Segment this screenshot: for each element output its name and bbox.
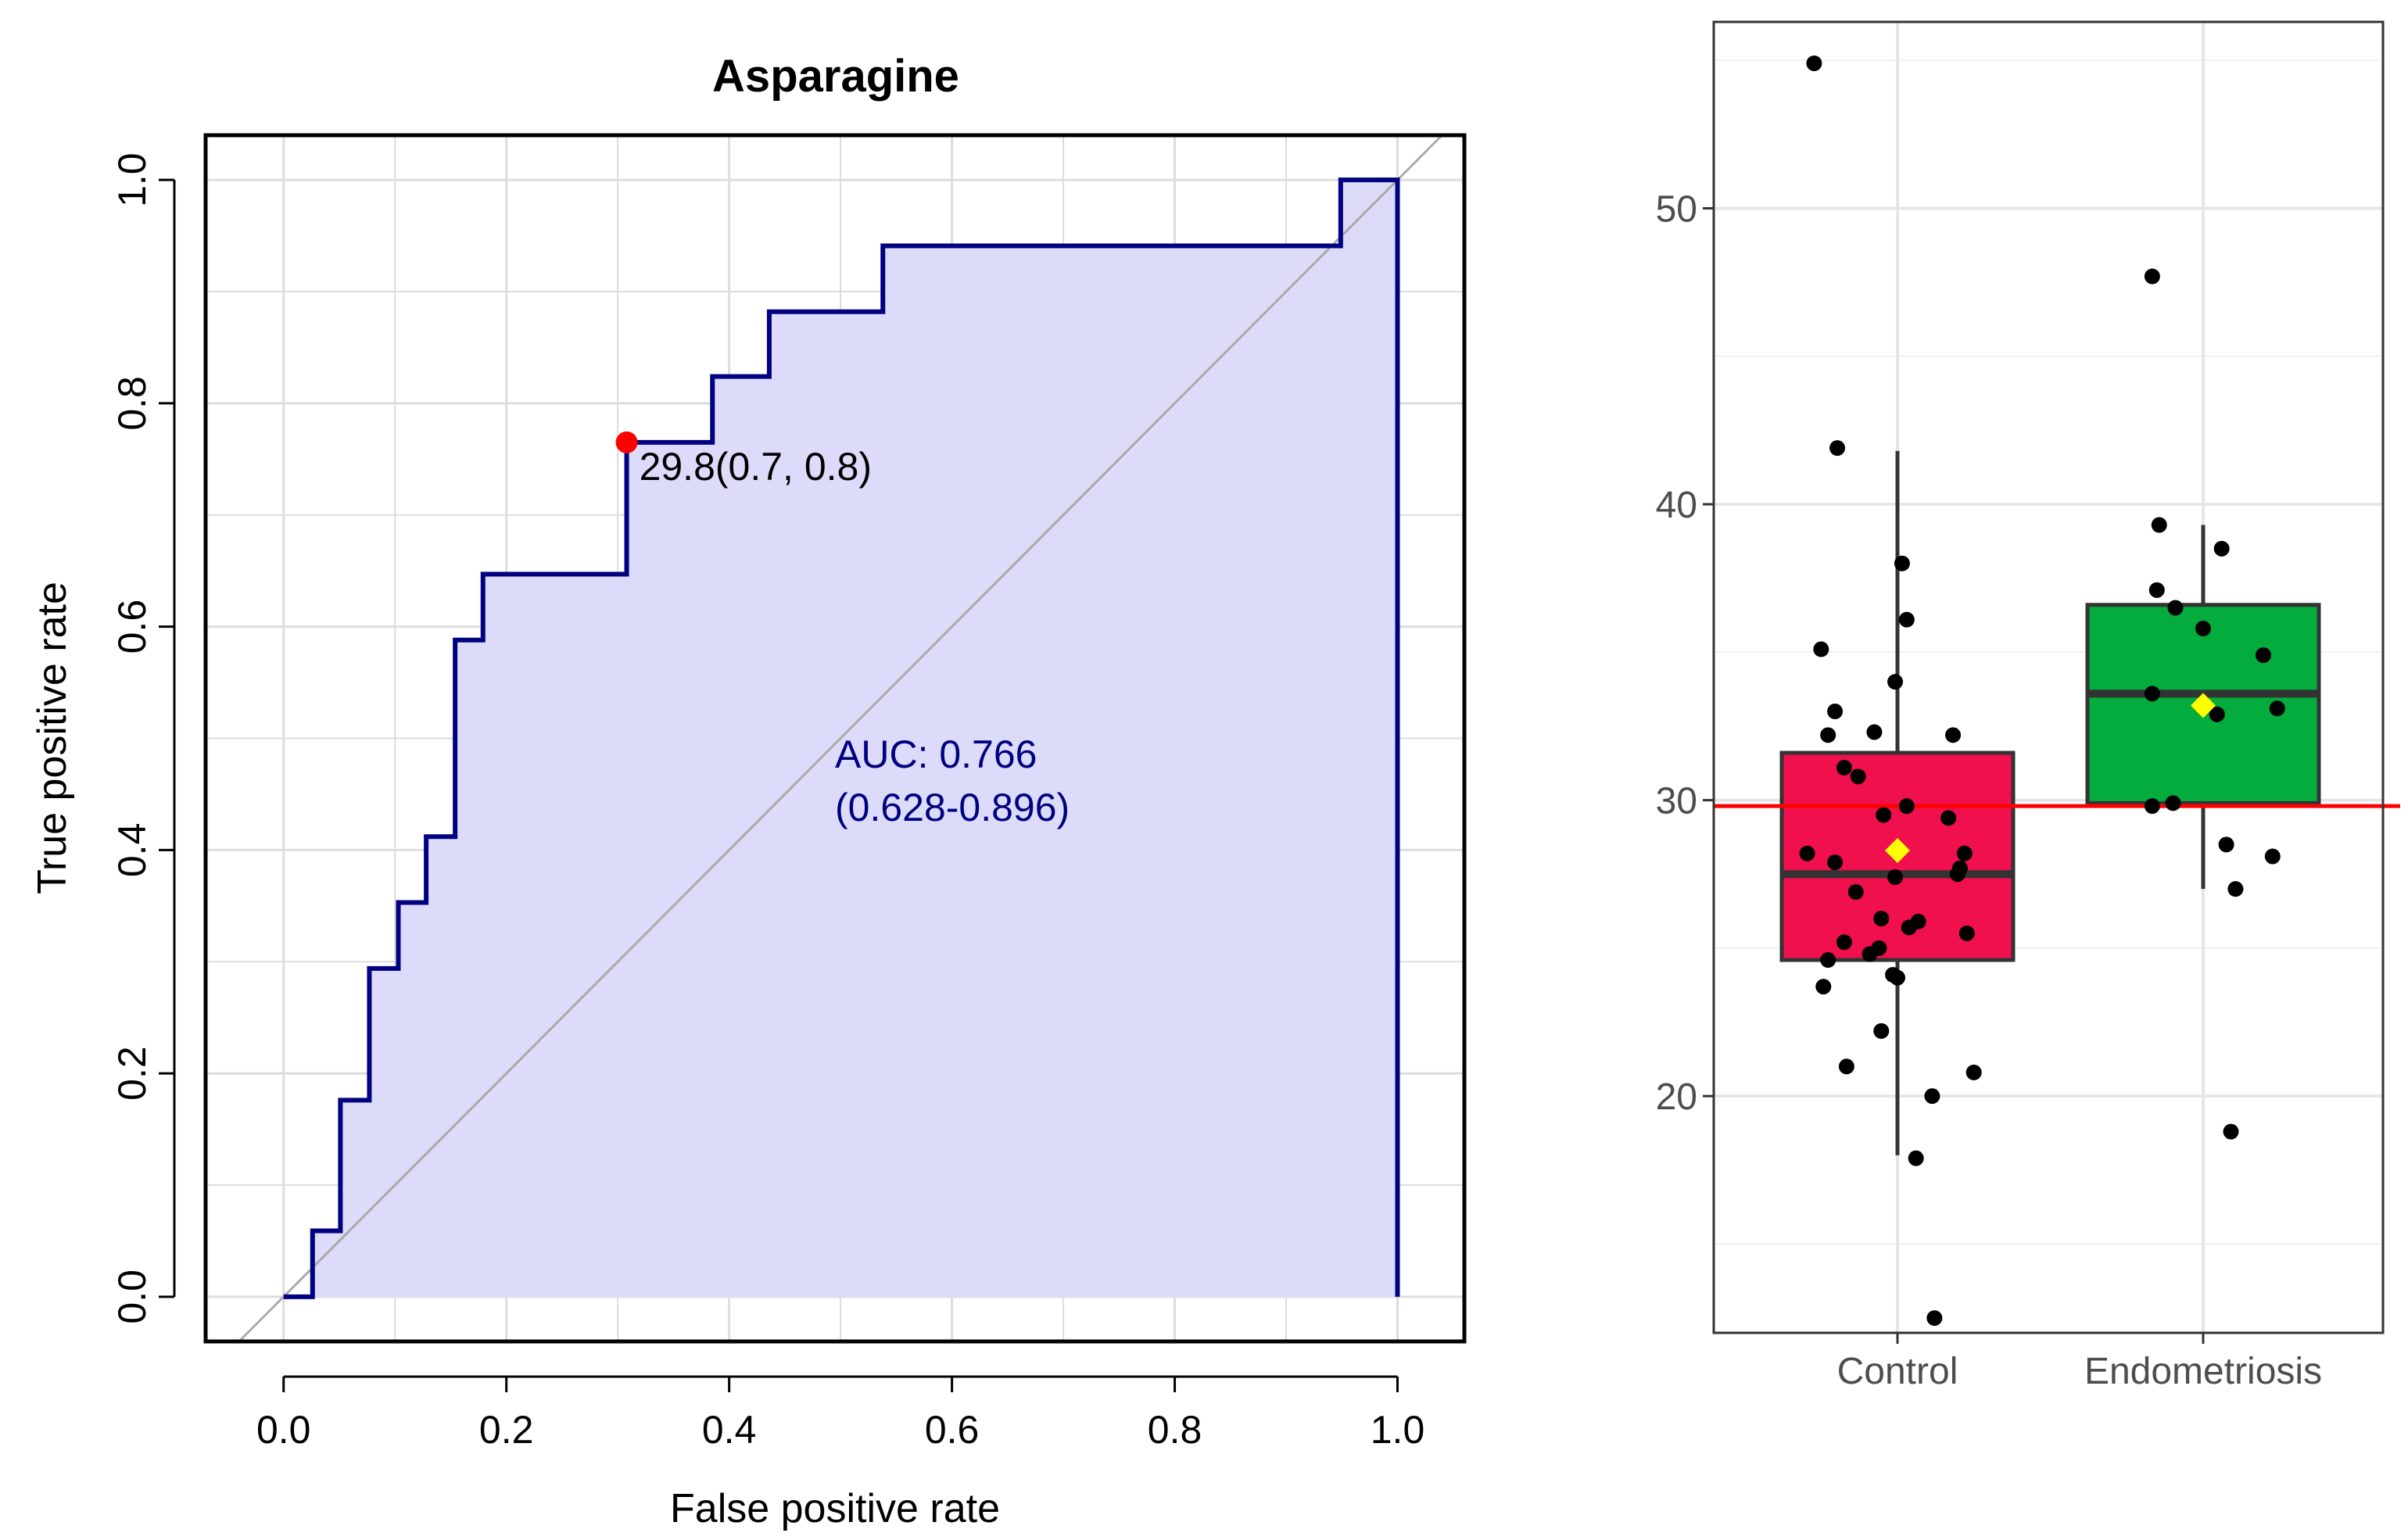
data-point: [1894, 555, 1910, 571]
data-point: [1887, 674, 1904, 690]
data-point: [2167, 600, 2184, 616]
data-point: [1866, 724, 1883, 740]
jitter-points: [1799, 55, 2285, 1327]
data-point: [2144, 686, 2160, 702]
box-plot-frame: [1712, 20, 2385, 1334]
data-point: [2195, 621, 2211, 637]
box-plot-chart: 20 30 40 50 Control Endometriosis: [1656, 20, 2400, 1392]
mean-marker: [2191, 693, 2216, 718]
box-x-tick-label: Control: [1837, 1351, 1958, 1392]
data-point: [1873, 911, 1890, 927]
data-point: [2269, 700, 2285, 717]
roc-y-tick-label: 0.8: [110, 376, 154, 431]
box-y-tick-label: 40: [1656, 485, 1697, 526]
data-point: [1965, 1064, 1982, 1080]
roc-y-tick-label: 1.0: [110, 152, 154, 207]
data-point: [1898, 798, 1915, 815]
data-point: [2151, 517, 2167, 533]
data-point: [1940, 810, 1957, 826]
roc-x-tick-label: 0.0: [256, 1408, 311, 1452]
auc-ci-label: (0.628-0.896): [835, 786, 1070, 829]
data-point: [1815, 979, 1832, 995]
data-point: [2209, 706, 2225, 722]
roc-x-tick-label: 0.2: [479, 1408, 534, 1452]
box-y-tick-label: 30: [1656, 781, 1697, 822]
roc-chart: Asparagine 29.8(0.7, 0.8) AUC: 0.766 (0.…: [30, 51, 1467, 1531]
roc-x-tick-label: 1.0: [1371, 1408, 1425, 1452]
data-point: [1887, 869, 1904, 886]
roc-y-tick-label: 0.4: [110, 823, 154, 878]
box-x-axis: Control Endometriosis: [1837, 1333, 2322, 1392]
data-point: [2255, 647, 2271, 664]
data-point: [1836, 759, 1852, 775]
data-point: [1958, 925, 1975, 941]
data-point: [1956, 845, 1973, 861]
box-x-tick-label: Endometriosis: [2084, 1351, 2322, 1392]
auc-value-label: AUC: 0.766: [835, 732, 1037, 776]
roc-title: Asparagine: [712, 51, 959, 102]
data-point: [2264, 848, 2281, 865]
box-y-tick-label: 20: [1656, 1076, 1697, 1118]
roc-y-tick-label: 0.2: [110, 1046, 154, 1101]
data-point: [1836, 934, 1852, 951]
data-point: [1813, 641, 1829, 657]
data-point: [1876, 807, 1892, 823]
box-y-tick-label: 50: [1656, 188, 1697, 230]
box-groups: [1779, 450, 2321, 1155]
data-point: [1862, 946, 1878, 962]
data-point: [1926, 1310, 1943, 1327]
roc-x-axis-label: False positive rate: [670, 1486, 1000, 1531]
roc-y-axis: 0.0 0.2 0.4 0.6 0.8 1.0: [110, 152, 176, 1324]
roc-y-axis-label: True positive rate: [30, 582, 75, 894]
data-point: [1924, 1088, 1940, 1105]
data-point: [1873, 1022, 1890, 1039]
data-point: [1908, 1150, 1924, 1166]
roc-x-axis: 0.0 0.2 0.4 0.6 0.8 1.0: [256, 1375, 1425, 1452]
roc-curve: [283, 177, 1400, 1299]
data-point: [2148, 582, 2165, 598]
mean-marker: [1885, 837, 1910, 863]
data-point: [1827, 854, 1844, 871]
roc-x-tick-label: 0.8: [1148, 1408, 1202, 1452]
data-point: [1945, 727, 1962, 743]
optimal-cutoff-label: 29.8(0.7, 0.8): [640, 445, 872, 489]
data-point: [1890, 969, 1905, 986]
data-point: [2227, 881, 2244, 897]
roc-y-tick-label: 0.6: [110, 600, 154, 654]
mean-markers: [1885, 693, 2216, 863]
data-point: [1827, 704, 1844, 720]
data-point: [2165, 795, 2181, 811]
data-point: [1949, 866, 1965, 883]
data-point: [1901, 919, 1917, 936]
data-point: [1829, 440, 1846, 457]
roc-x-tick-label: 0.4: [702, 1408, 757, 1452]
data-point: [1799, 845, 1815, 861]
box-y-axis: 20 30 40 50: [1656, 188, 1714, 1118]
roc-x-tick-label: 0.6: [925, 1408, 980, 1452]
data-point: [1820, 952, 1836, 969]
box-control: [1779, 750, 2016, 962]
data-point: [2213, 540, 2230, 557]
data-point: [2144, 798, 2160, 815]
data-point: [2144, 268, 2160, 285]
roc-y-tick-label: 0.0: [110, 1270, 154, 1324]
data-point: [2218, 836, 2234, 853]
data-point: [1806, 55, 1822, 71]
roc-reference-diagonal: [238, 134, 1443, 1343]
data-point: [1847, 883, 1864, 900]
roc-plot-frame: [203, 133, 1467, 1344]
data-point: [2223, 1123, 2239, 1140]
data-point: [1838, 1058, 1854, 1075]
data-point: [1898, 611, 1915, 628]
optimal-cutoff-point: [615, 431, 638, 453]
data-point: [1820, 727, 1836, 743]
data-point: [1850, 768, 1866, 785]
